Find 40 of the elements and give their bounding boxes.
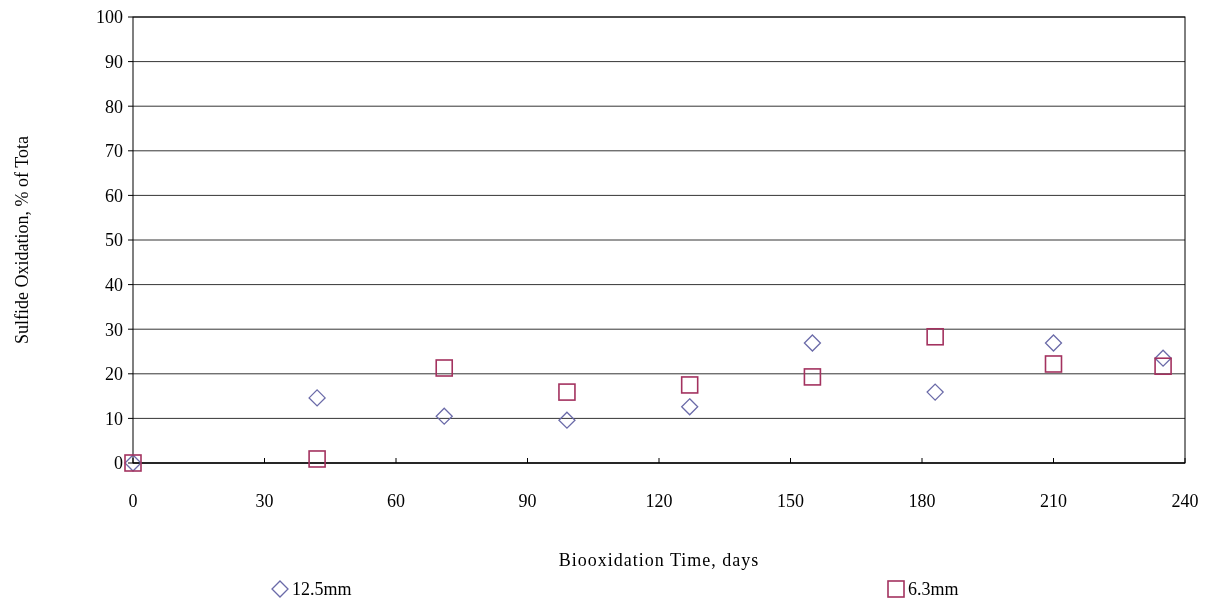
y-tick-label: 40 xyxy=(105,274,123,295)
y-tick-label: 60 xyxy=(105,185,123,206)
point xyxy=(308,389,326,407)
legend-label: 6.3mm xyxy=(908,579,959,599)
x-tick-label: 0 xyxy=(128,491,138,511)
point xyxy=(308,450,326,468)
x-tick-label: 240 xyxy=(1171,491,1199,511)
point xyxy=(926,383,944,401)
y-tick-label: 0 xyxy=(114,453,123,474)
point xyxy=(1154,357,1172,376)
y-tick-label: 70 xyxy=(105,141,123,162)
point xyxy=(680,376,699,394)
point xyxy=(803,334,822,352)
x-tick-label: 90 xyxy=(518,491,537,511)
legend-label: 12.5mm xyxy=(292,579,352,599)
point xyxy=(435,407,453,425)
point xyxy=(558,383,576,401)
x-tick-label: 120 xyxy=(645,491,673,511)
y-tick-label: 50 xyxy=(105,230,123,251)
y-axis-title: Sulfide Oxidation, % of Tota xyxy=(12,136,32,344)
x-tick-label: 180 xyxy=(908,491,936,511)
point xyxy=(558,411,576,429)
point xyxy=(435,359,454,377)
x-tick-label: 60 xyxy=(387,491,405,511)
y-tick-label: 90 xyxy=(105,51,123,72)
x-tick-label: 150 xyxy=(777,491,804,511)
point xyxy=(1044,355,1063,373)
y-tick-label: 100 xyxy=(96,7,123,28)
point xyxy=(926,327,944,346)
y-tick-label: 10 xyxy=(105,408,123,429)
point xyxy=(1154,349,1172,367)
point xyxy=(1044,334,1063,352)
y-tick-label: 20 xyxy=(105,364,123,385)
x-tick-label: 30 xyxy=(255,491,274,511)
x-axis-title: Biooxidation Time, days xyxy=(558,550,760,570)
y-tick-label: 30 xyxy=(105,319,123,340)
x-tick-label: 210 xyxy=(1040,491,1067,511)
point xyxy=(681,398,699,416)
y-tick-label: 80 xyxy=(105,96,123,117)
point xyxy=(803,368,822,386)
